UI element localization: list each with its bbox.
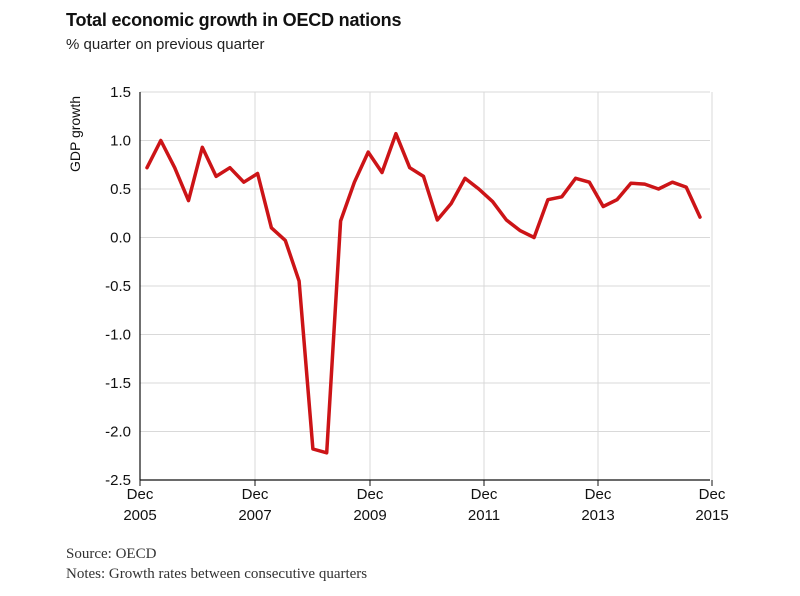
x-tick-label-month: Dec [585,486,612,503]
y-tick-label: -0.5 [105,278,131,295]
y-axis-ticks: 1.5 1.0 0.5 0.0 -0.5 -1.0 -1.5 -2.0 -2.5 [105,84,131,489]
y-tick-label: -1.5 [105,375,131,392]
grid [140,91,713,480]
chart-title: Total economic growth in OECD nations [66,10,402,30]
x-tick-label-month: Dec [699,486,726,503]
y-tick-label: 1.5 [110,84,131,101]
axes [139,92,713,486]
notes-text: Notes: Growth rates between consecutive … [66,566,368,582]
series [145,131,702,455]
y-tick-label: -2.5 [105,472,131,489]
x-tick-label-year: 2009 [353,507,386,524]
x-tick-label-month: Dec [471,486,498,503]
y-tick-label: -1.0 [105,327,131,344]
y-tick-label: 0.5 [110,181,131,198]
x-tick-label-year: 2007 [238,507,271,524]
x-tick-label-year: 2013 [581,507,614,524]
y-axis-label: GDP growth [67,96,83,172]
x-tick-label-year: 2011 [468,507,500,524]
y-tick-label: 0.0 [110,230,131,247]
gdp-growth-line [145,131,702,455]
x-tick-label-year: 2015 [695,507,728,524]
x-tick-label-month: Dec [357,486,384,503]
x-axis-ticks: Dec 2005 Dec 2007 Dec 2009 Dec 2011 Dec 2013 Dec 20… [123,486,728,524]
chart-subtitle: % quarter on previous quarter [66,36,265,53]
x-tick-label-month: Dec [127,486,154,503]
y-tick-label: -2.0 [105,424,131,441]
source-note: Source: OECD [66,546,157,562]
y-tick-label: 1.0 [110,133,131,150]
x-tick-label-month: Dec [242,486,269,503]
x-tick-label-year: 2005 [123,507,156,524]
